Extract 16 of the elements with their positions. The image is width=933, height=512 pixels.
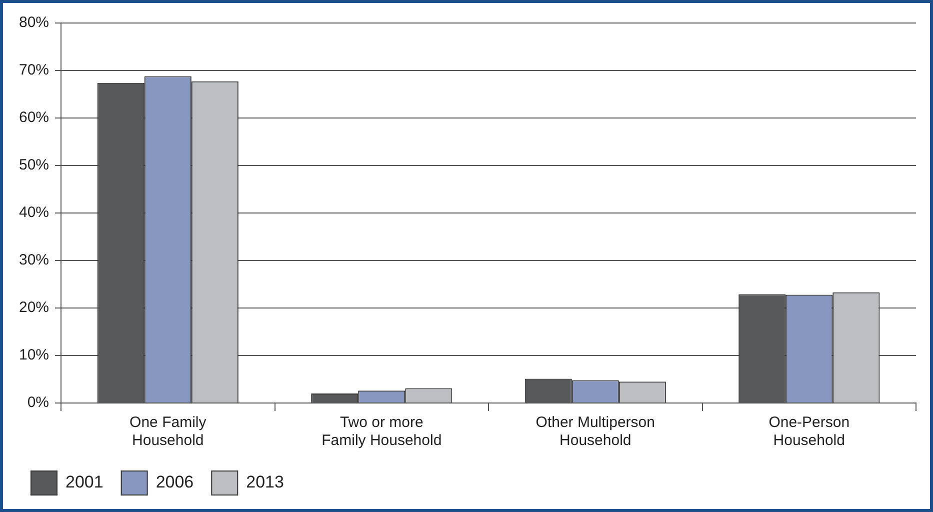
y-tick-label: 10% [18, 346, 50, 364]
y-tick-label: 0% [27, 394, 50, 412]
y-tick-label: 50% [18, 156, 50, 174]
x-tick-label: Other Multiperson Household [536, 414, 655, 450]
x-tick-label: One Family Household [130, 414, 207, 450]
y-tick-label: 30% [18, 252, 50, 269]
y-tick-label: 80% [18, 14, 50, 32]
x-tick-label: Two or more Family Household [322, 414, 442, 450]
y-tick-label: 60% [18, 109, 50, 126]
y-tick-label: 70% [18, 62, 50, 79]
legend-label: 2006 [156, 472, 194, 492]
legend-label: 2013 [246, 472, 284, 492]
y-tick-label: 20% [18, 299, 50, 316]
y-tick-label: 40% [18, 204, 50, 222]
legend-label: 2001 [66, 472, 104, 492]
x-tick-label: One-Person Household [768, 414, 850, 450]
